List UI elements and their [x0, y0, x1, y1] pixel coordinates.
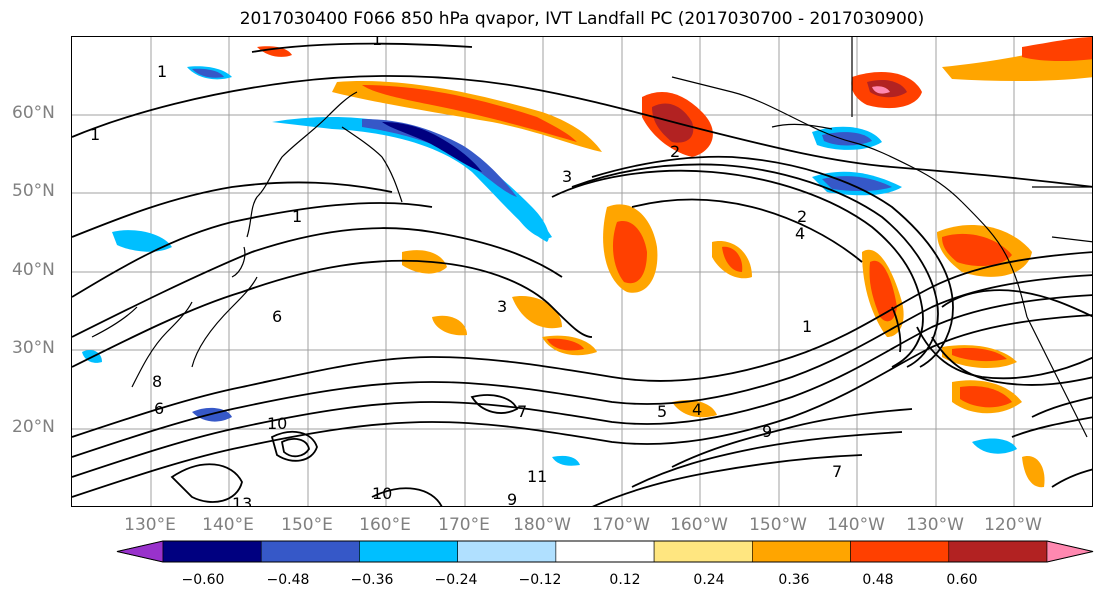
lon-label: 130°E — [124, 515, 176, 535]
lon-label: 140°W — [827, 515, 885, 535]
lon-label: 180°W — [513, 515, 571, 535]
colorbar-outline — [116, 540, 1094, 563]
lat-label: 60°N — [12, 103, 55, 123]
lat-label: 50°N — [12, 181, 55, 201]
colorbar-tick-label: −0.48 — [266, 572, 310, 588]
contour-label: 9 — [762, 422, 772, 441]
contour-label: 4 — [692, 400, 702, 419]
colorbar-tick-label: 0.48 — [862, 572, 894, 588]
colorbar-segment — [653, 540, 753, 563]
contour-label: 1 — [157, 62, 167, 81]
contour-label: 4 — [795, 224, 805, 243]
lat-label: 20°N — [12, 417, 55, 437]
contour-label: 6 — [272, 307, 282, 326]
colorbar-segment — [162, 540, 262, 563]
contour-label: 1 — [90, 125, 100, 144]
map-title: 2017030400 F066 850 hPa qvapor, IVT Land… — [239, 9, 925, 29]
colorbar-segment — [555, 540, 655, 563]
lon-label: 150°W — [749, 515, 807, 535]
colorbar-tick-label: −0.60 — [181, 572, 225, 588]
contour-label: 2 — [670, 142, 680, 161]
contour-label: 8 — [152, 372, 162, 391]
colorbar-tick-label: −0.12 — [518, 572, 562, 588]
lon-label: 160°E — [359, 515, 411, 535]
contour-label: 7 — [517, 402, 527, 421]
contour-label: 1 — [292, 207, 302, 226]
colorbar-segment — [359, 540, 458, 563]
colorbar-tick-label: 0.60 — [946, 572, 978, 588]
colorbar-tick-label: −0.36 — [350, 572, 394, 588]
colorbar-segment — [260, 540, 360, 563]
contour-label: 3 — [562, 167, 572, 186]
contour-label: 6 — [154, 399, 164, 418]
contour-label: 10 — [267, 414, 287, 433]
ivt-contours — [72, 42, 1092, 506]
qvapor-shading — [82, 37, 1092, 488]
lat-label: 30°N — [12, 338, 55, 358]
colorbar-segment — [752, 540, 851, 563]
lon-label: 170°W — [592, 515, 650, 535]
contour-label: 11 — [527, 467, 547, 486]
colorbar-tick-label: −0.24 — [434, 572, 478, 588]
lon-label: 130°W — [906, 515, 964, 535]
contour-label: 13 — [232, 494, 252, 507]
colorbar-tick-label: 0.12 — [609, 572, 641, 588]
contour-label: 1 — [372, 37, 382, 49]
colorbar-segment — [116, 540, 164, 563]
contour-label: 3 — [497, 297, 507, 316]
contour-label: 7 — [832, 462, 842, 481]
lon-label: 140°E — [202, 515, 254, 535]
map-panel: 1 1 1 1 1 2 2 3 3 4 4 5 6 6 7 7 8 9 9 10… — [71, 36, 1093, 507]
colorbar-segment — [850, 540, 950, 563]
lon-label: 160°W — [670, 515, 728, 535]
contour-label: 10 — [372, 484, 392, 503]
contour-label: 5 — [657, 402, 667, 421]
colorbar-segment — [1046, 540, 1094, 563]
map-canvas: 1 1 1 1 1 2 2 3 3 4 4 5 6 6 7 7 8 9 9 10… — [72, 37, 1092, 507]
colorbar-tick-label: 0.36 — [778, 572, 810, 588]
colorbar-segment — [948, 540, 1048, 563]
coastlines — [91, 37, 1092, 438]
contour-label-layer: 1 1 1 1 1 2 2 3 3 4 4 5 6 6 7 7 8 9 9 10… — [90, 37, 842, 507]
contour-label: 9 — [507, 490, 517, 507]
lon-label: 120°W — [984, 515, 1042, 535]
colorbar-segment — [457, 540, 557, 563]
lon-label: 150°E — [281, 515, 333, 535]
lat-label: 40°N — [12, 260, 55, 280]
contour-label: 2 — [797, 207, 807, 226]
lon-label: 170°E — [438, 515, 490, 535]
contour-label: 1 — [802, 317, 812, 336]
colorbar-tick-label: 0.24 — [693, 572, 725, 588]
